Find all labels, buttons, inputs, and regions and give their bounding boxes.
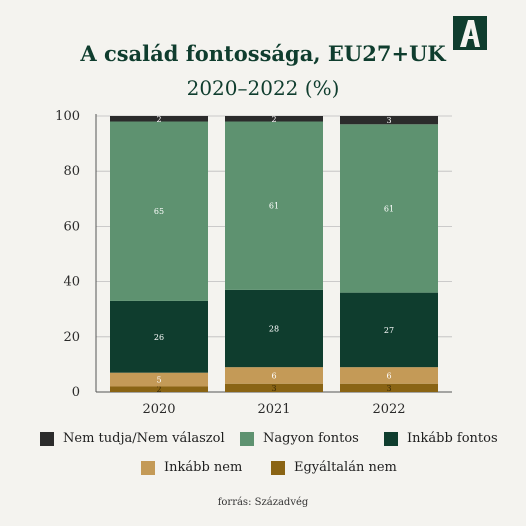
data-label: 61 — [384, 204, 394, 213]
legend-label: Nagyon fontos — [263, 431, 359, 446]
bar-segment — [110, 386, 208, 392]
bar-segment — [225, 121, 323, 290]
legend-label: Nem tudja/Nem válaszol — [63, 431, 225, 446]
bar-segment — [225, 116, 323, 122]
legend-swatch — [240, 431, 254, 446]
bar-segment — [110, 372, 208, 387]
legend-swatch — [141, 460, 155, 475]
data-label: 61 — [269, 202, 279, 211]
legend-swatch — [384, 431, 398, 446]
legend-label: Inkább fontos — [407, 431, 498, 446]
bar-segment — [110, 300, 208, 373]
data-label: 3 — [386, 116, 391, 125]
legend-item-inkabb-fontos: Inkább fontos — [384, 431, 498, 446]
data-label: 26 — [154, 333, 164, 342]
data-label: 3 — [386, 384, 391, 393]
x-tick-label: 2020 — [142, 402, 175, 417]
legend-label: Egyáltalán nem — [294, 460, 397, 475]
source-note: forrás: Századvég — [217, 497, 309, 508]
data-label: 2 — [156, 385, 161, 394]
y-tick-label: 80 — [63, 164, 80, 179]
bar-segment — [340, 124, 438, 293]
bar-segment — [340, 292, 438, 368]
bar-segment — [110, 121, 208, 301]
bar-segment — [110, 116, 208, 122]
data-label: 6 — [271, 371, 276, 380]
bar-segment — [225, 289, 323, 368]
x-tick-label: 2021 — [257, 402, 290, 417]
bar-segment — [225, 383, 323, 392]
legend-swatch — [40, 431, 54, 446]
data-label: 3 — [271, 384, 276, 393]
y-tick-label: 60 — [63, 219, 80, 234]
y-tick-label: 20 — [63, 330, 80, 345]
y-tick-label: 100 — [55, 109, 80, 124]
brand-logo-icon — [453, 16, 487, 50]
bar-segment — [340, 383, 438, 392]
bar-segment — [340, 116, 438, 125]
legend-label: Inkább nem — [164, 460, 243, 475]
chart-title: A család fontossága, EU27+UK — [80, 41, 446, 66]
data-label: 5 — [156, 376, 161, 385]
y-tick-label: 0 — [72, 385, 80, 400]
y-tick-label: 40 — [63, 275, 80, 290]
x-tick-label: 2022 — [372, 402, 405, 417]
chart-subtitle: 2020–2022 (%) — [186, 76, 340, 100]
legend-item-egyaltalan-nem: Egyáltalán nem — [271, 460, 397, 475]
bar-segment — [225, 367, 323, 384]
data-label: 2 — [271, 115, 276, 124]
data-label: 2 — [156, 115, 161, 124]
data-label: 28 — [269, 325, 279, 334]
legend-item-nagyon-fontos: Nagyon fontos — [240, 431, 359, 446]
bar-segment — [340, 367, 438, 384]
legend-item-inkabb-nem: Inkább nem — [141, 460, 242, 475]
data-label: 27 — [384, 326, 394, 335]
data-label: 65 — [154, 207, 164, 216]
legend-swatch — [271, 460, 285, 475]
data-label: 6 — [386, 371, 391, 380]
legend-item-nem-tudja: Nem tudja/Nem válaszol — [40, 431, 225, 446]
